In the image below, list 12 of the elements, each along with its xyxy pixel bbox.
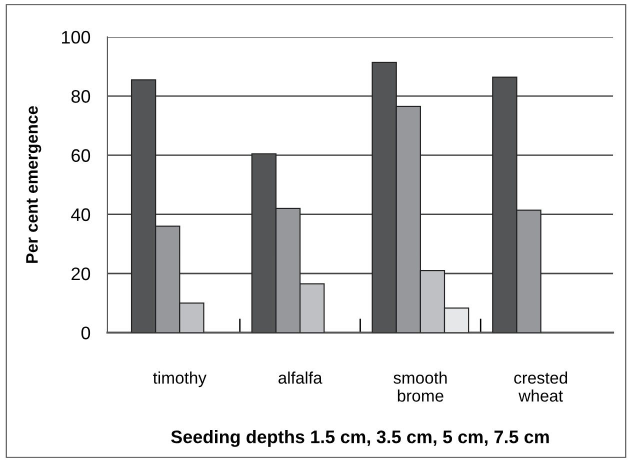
x-tick-label: alfalfa [278,372,322,384]
y-tick-label: 100 [62,30,90,44]
y-axis-title: Per cent emergence [26,106,42,263]
x-tick-label: crested wheat [514,372,568,402]
y-tick-label: 60 [72,149,90,162]
y-tick-label: 80 [71,90,90,103]
x-axis-title: Seeding depths 1.5 cm, 3.5 cm, 5 cm, 7.5 cm [171,430,549,447]
y-tick-label: 0 [81,326,90,340]
y-tick-label: 20 [72,267,90,280]
x-tick-label: timothy [153,372,206,388]
x-tick-label: smooth brome [394,372,447,402]
y-tick-label: 40 [71,208,90,222]
